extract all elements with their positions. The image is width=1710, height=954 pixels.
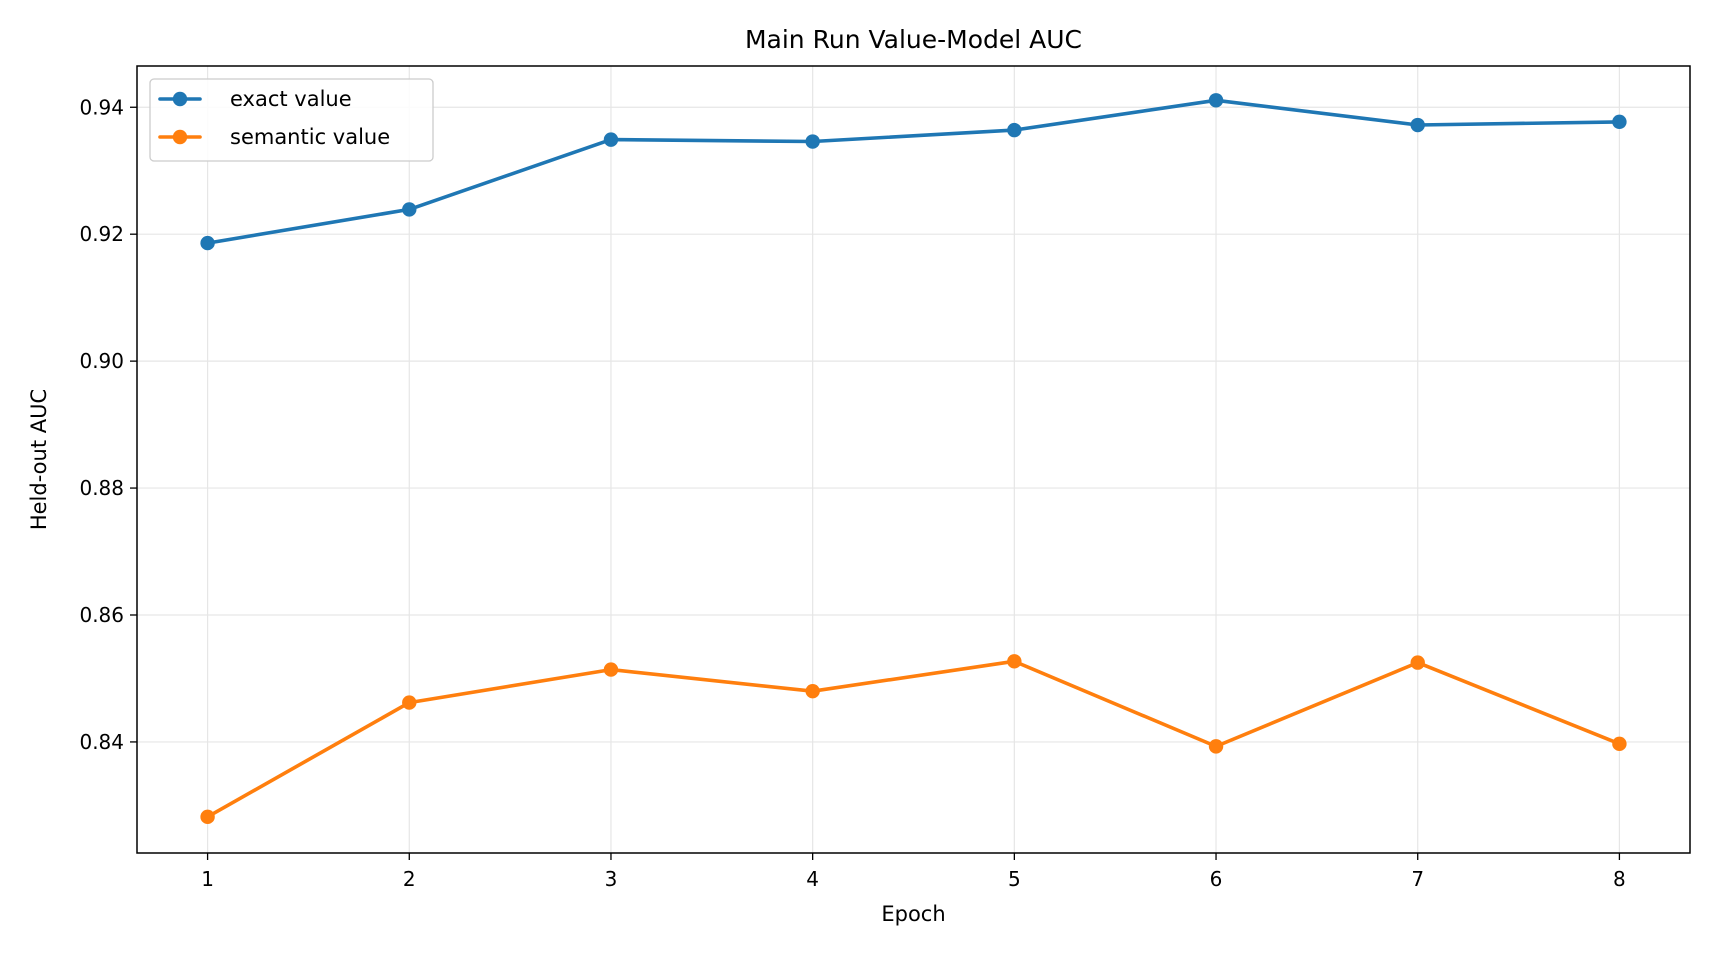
data-point [1007,654,1022,669]
legend-marker-0 [172,91,188,107]
legend-box [149,78,434,162]
data-point [200,809,215,825]
y-tick-label: 0.94 [79,95,124,119]
data-point [402,695,417,710]
data-point [1410,655,1425,670]
y-tick-label: 0.84 [79,730,124,754]
data-point [1612,114,1627,130]
y-tick-label: 0.86 [79,603,124,627]
x-tick-label: 4 [806,867,819,891]
data-point [603,132,619,147]
data-point [603,662,619,677]
data-point [200,235,215,251]
series-line-1 [205,659,1622,819]
legend-label-1: semantic value [230,125,390,149]
y-tick-label: 0.92 [79,222,124,246]
series-line-0 [205,98,1622,245]
data-point [1208,93,1224,108]
data-point [805,683,820,699]
x-tick-label: 5 [1008,867,1021,891]
y-tick-label: 0.90 [79,349,124,373]
series-layer [200,93,1627,825]
data-point [805,134,820,149]
x-axis-label: Epoch [881,902,945,926]
x-tick-label: 2 [403,867,416,891]
grid [137,66,1690,853]
plot-frame [136,65,1691,854]
legend-marker-1 [172,129,188,145]
data-point [1410,117,1425,133]
x-tick-label: 3 [605,867,618,891]
y-axis-label: Held-out AUC [27,389,51,530]
data-point [1612,736,1627,752]
data-point [1208,739,1224,754]
x-tick-label: 7 [1411,867,1424,891]
x-tick-label: 1 [201,867,214,891]
legend: exact value semantic value [149,78,434,162]
chart-title: Main Run Value-Model AUC [745,25,1082,54]
x-tick-label: 6 [1210,867,1223,891]
legend-label-0: exact value [230,87,352,111]
data-point [1007,122,1022,138]
x-tick-label: 8 [1613,867,1626,891]
data-point [402,202,417,217]
y-tick-label: 0.88 [79,476,124,500]
axis-ticks: 1 2 3 4 5 6 7 8 0.84 0.86 0.88 0.90 0.92 0.94 [79,95,1625,891]
